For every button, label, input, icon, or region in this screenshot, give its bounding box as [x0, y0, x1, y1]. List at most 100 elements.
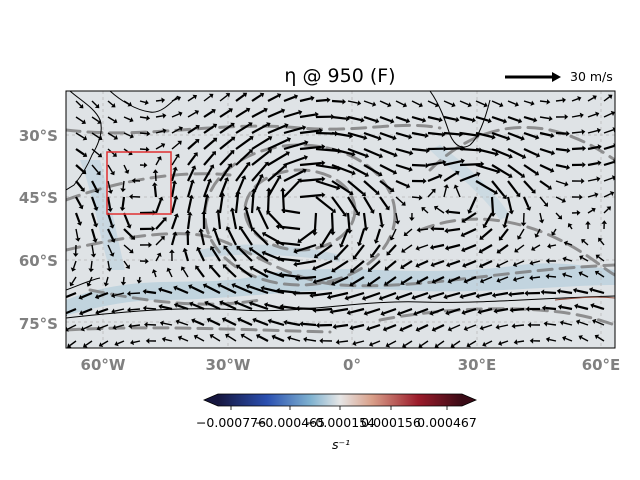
wind-vector-head	[293, 94, 299, 100]
wind-vector	[555, 212, 561, 218]
wind-vector	[463, 228, 477, 236]
wind-vector	[123, 228, 134, 239]
wind-vector-head	[363, 134, 368, 141]
wind-vector	[603, 96, 611, 102]
wind-vector-head	[361, 295, 366, 301]
wind-vector-head	[431, 326, 437, 332]
wind-vector-head	[319, 338, 323, 344]
wind-vector-head	[455, 170, 460, 176]
wind-vector	[448, 210, 461, 215]
wind-vector	[218, 195, 224, 214]
wind-vector-head	[173, 213, 179, 218]
wind-vector	[219, 138, 234, 150]
wind-vector	[235, 164, 249, 182]
wind-vector-head	[242, 92, 248, 98]
wind-vector	[515, 260, 525, 266]
wind-vector-head	[421, 207, 426, 212]
wind-vector	[106, 196, 112, 209]
wind-vector-head	[204, 193, 210, 198]
wind-vector	[283, 180, 300, 198]
wind-vector-head	[601, 220, 607, 224]
wind-vector-head	[79, 310, 84, 316]
wind-vector	[130, 292, 141, 295]
colorbar-tick-label: −0.000776	[196, 415, 266, 430]
wind-vector	[267, 94, 279, 102]
wind-vector	[553, 228, 557, 234]
wind-vector	[379, 100, 389, 106]
wind-vector-head	[248, 300, 253, 307]
wind-vector	[171, 128, 181, 134]
wind-vector	[155, 144, 163, 150]
wind-vector-head	[498, 340, 503, 346]
wind-vector	[433, 259, 445, 266]
wind-vector	[314, 259, 333, 270]
wind-vector-head	[512, 261, 518, 267]
wind-vector-head	[245, 283, 250, 290]
wind-vector	[331, 99, 343, 103]
wind-vector-head	[475, 293, 480, 299]
wind-vector-head	[396, 310, 402, 317]
wind-vector	[107, 164, 113, 173]
wind-vector	[459, 131, 477, 137]
wind-vector-head	[172, 166, 178, 171]
lon-tick-label: 30°W	[206, 356, 251, 374]
wind-vector	[482, 276, 493, 282]
wind-vector-head	[227, 163, 233, 168]
colorbar-max-extension	[462, 394, 476, 406]
wind-vector	[484, 212, 493, 226]
wind-vector-head	[576, 319, 581, 325]
wind-vector	[595, 320, 605, 326]
wind-vector-head	[271, 334, 276, 340]
wind-vector	[238, 266, 253, 278]
wind-vector	[603, 112, 613, 118]
wind-vector-head	[590, 303, 595, 309]
wind-vector-head	[346, 115, 350, 122]
wind-vector-head	[444, 245, 449, 251]
wind-vector	[227, 335, 237, 342]
wind-vector	[500, 228, 509, 239]
wind-vector-head	[529, 260, 534, 266]
wind-vector-head	[129, 193, 133, 200]
wind-vector	[235, 150, 252, 166]
map-title: η @ 950 (F)	[284, 65, 395, 87]
wind-vector-head	[491, 134, 496, 140]
wind-vector	[363, 180, 378, 194]
wind-vector-head	[409, 217, 415, 221]
wind-vector-head	[128, 323, 132, 329]
wind-vector	[545, 306, 557, 311]
wind-vector-head	[403, 231, 409, 236]
wind-vector	[475, 147, 496, 155]
wind-vector	[335, 323, 349, 328]
wind-vector-head	[321, 144, 326, 150]
wind-vector-head	[113, 135, 118, 140]
wind-vector-head	[72, 253, 79, 257]
wind-vector-head	[438, 173, 443, 179]
wind-vector-head	[579, 194, 583, 200]
wind-vector	[107, 244, 113, 254]
wind-vector-head	[576, 210, 581, 216]
wind-vector	[347, 291, 365, 299]
wind-vector-head	[145, 258, 149, 264]
wind-vector-head	[562, 272, 567, 278]
wind-vector-head	[211, 151, 216, 156]
wind-vector	[569, 225, 573, 230]
wind-vector-head	[548, 115, 553, 122]
wind-vector-head	[375, 190, 380, 195]
wind-vector-head	[145, 338, 150, 344]
wind-vector	[459, 115, 473, 122]
wind-vector-head	[462, 262, 467, 268]
wind-vector	[386, 260, 397, 270]
wind-vector-head	[355, 211, 361, 216]
wind-vector	[258, 335, 269, 342]
wind-vector	[123, 132, 131, 137]
wind-vector	[539, 164, 552, 172]
wind-vector	[597, 336, 605, 342]
map-panel	[65, 90, 616, 349]
wind-vector-head	[176, 95, 181, 101]
wind-vector	[335, 244, 349, 259]
wind-vector	[555, 196, 564, 202]
colorbar-gradient	[218, 394, 462, 406]
wind-vector	[443, 131, 460, 136]
wind-vector-head	[446, 262, 451, 268]
wind-vector-head	[172, 231, 178, 236]
